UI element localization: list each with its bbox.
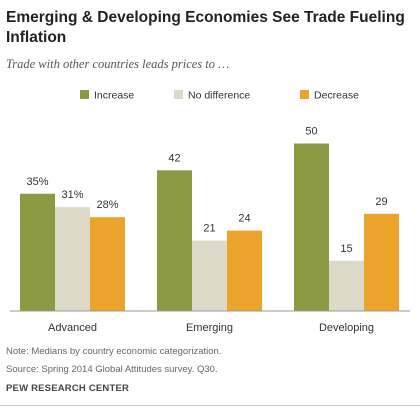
source-text: Source: Spring 2014 Global Attitudes sur… xyxy=(6,364,218,375)
value-labels-group: 35% 31% 28% 42 21 24 50 15 29 xyxy=(26,126,387,255)
bar-developing-increase xyxy=(294,143,329,311)
legend-label-increase: Increase xyxy=(94,90,134,102)
bar-advanced-decrease xyxy=(90,217,125,311)
value-label-developing-decrease: 29 xyxy=(375,196,387,208)
bar-developing-no-difference xyxy=(329,260,364,311)
chart-title: Emerging & Developing Economies See Trad… xyxy=(6,9,405,46)
value-label-advanced-decrease: 28% xyxy=(96,199,118,211)
value-label-advanced-no-difference: 31% xyxy=(61,189,83,201)
legend-swatch-no-difference xyxy=(174,90,183,99)
legend-label-no-difference: No difference xyxy=(188,90,250,102)
legend-label-decrease: Decrease xyxy=(314,90,359,102)
grouped-bar-chart: Increase No difference Decrease 35% 31% 28% 4… xyxy=(10,90,410,334)
legend: Increase No difference Decrease xyxy=(80,90,359,102)
legend-swatch-increase xyxy=(80,90,89,99)
value-label-developing-no-difference: 15 xyxy=(340,243,352,255)
value-label-advanced-increase: 35% xyxy=(26,176,48,188)
value-label-developing-increase: 50 xyxy=(305,126,317,138)
chart-subtitle: Trade with other countries leads prices … xyxy=(6,57,230,71)
bar-emerging-decrease xyxy=(227,230,262,311)
bar-emerging-increase xyxy=(157,170,192,311)
value-label-emerging-no-difference: 21 xyxy=(203,223,215,235)
value-label-emerging-increase: 42 xyxy=(168,152,180,164)
category-label-developing: Developing xyxy=(319,322,374,334)
footer-divider xyxy=(0,405,420,406)
organization-label: PEW RESEARCH CENTER xyxy=(6,383,130,394)
category-labels-group: Advanced Emerging Developing xyxy=(48,322,374,334)
bar-developing-decrease xyxy=(364,213,399,311)
note-text: Note: Medians by country economic catego… xyxy=(6,346,222,357)
bars-group xyxy=(20,143,399,311)
bar-advanced-no-difference xyxy=(55,207,90,311)
category-label-emerging: Emerging xyxy=(186,322,233,334)
legend-swatch-decrease xyxy=(300,90,309,99)
value-label-emerging-decrease: 24 xyxy=(238,213,250,225)
bar-emerging-no-difference xyxy=(192,240,227,311)
bar-advanced-increase xyxy=(20,193,55,311)
category-label-advanced: Advanced xyxy=(48,322,97,334)
